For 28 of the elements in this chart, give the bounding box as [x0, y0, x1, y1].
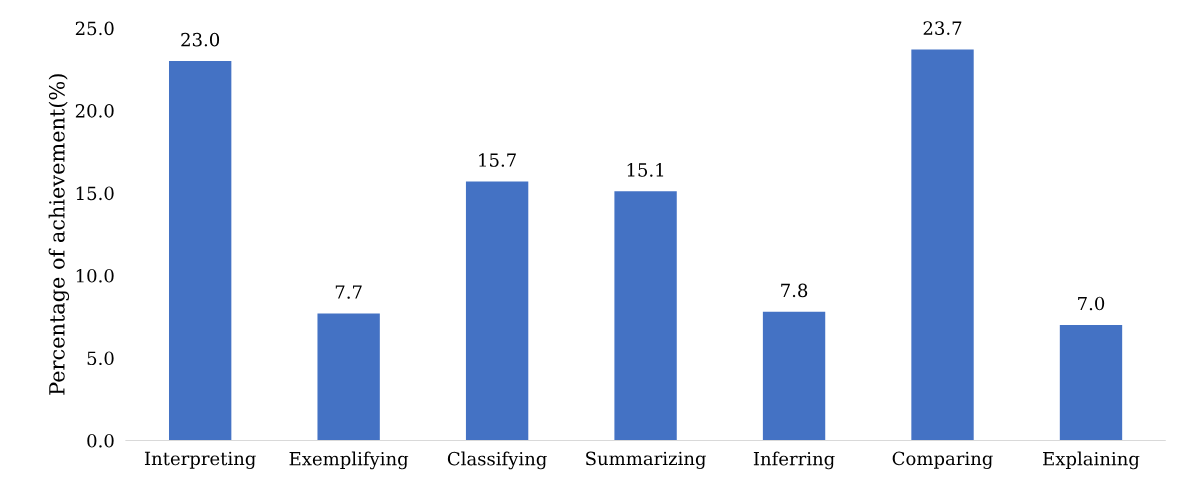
- y-tick-label: 15.0: [76, 186, 114, 201]
- bar: [317, 313, 380, 441]
- x-tick-label: Exemplifying: [289, 451, 409, 470]
- y-axis-title: Percentage of achievement(%): [48, 74, 70, 395]
- x-tick-label: Interpreting: [144, 451, 256, 470]
- x-tick-label: Comparing: [892, 451, 993, 470]
- data-label: 15.7: [479, 153, 516, 167]
- y-tick-label: 10.0: [76, 268, 114, 283]
- bar: [169, 61, 232, 441]
- y-tick-label: 25.0: [75, 21, 114, 36]
- data-label: 15.1: [627, 163, 664, 177]
- bar: [465, 181, 529, 441]
- x-tick-label: Classifying: [447, 451, 547, 470]
- bar: [1059, 324, 1123, 441]
- x-tick-label: Summarizing: [586, 451, 706, 470]
- data-label: 7.7: [335, 285, 362, 299]
- y-tick-label: 5.0: [87, 351, 114, 366]
- y-tick-label: 20.0: [75, 104, 114, 118]
- x-tick-label: Explaining: [1043, 451, 1140, 470]
- x-tick-label: Inferring: [753, 451, 835, 470]
- bar: [614, 191, 677, 441]
- data-label: 23.0: [181, 32, 220, 47]
- bar: [762, 311, 826, 441]
- bar: [911, 49, 974, 441]
- data-label: 7.0: [1078, 296, 1105, 311]
- y-tick-label: 0.0: [87, 433, 114, 448]
- data-label: 7.8: [781, 283, 808, 298]
- data-label: 23.7: [923, 21, 962, 35]
